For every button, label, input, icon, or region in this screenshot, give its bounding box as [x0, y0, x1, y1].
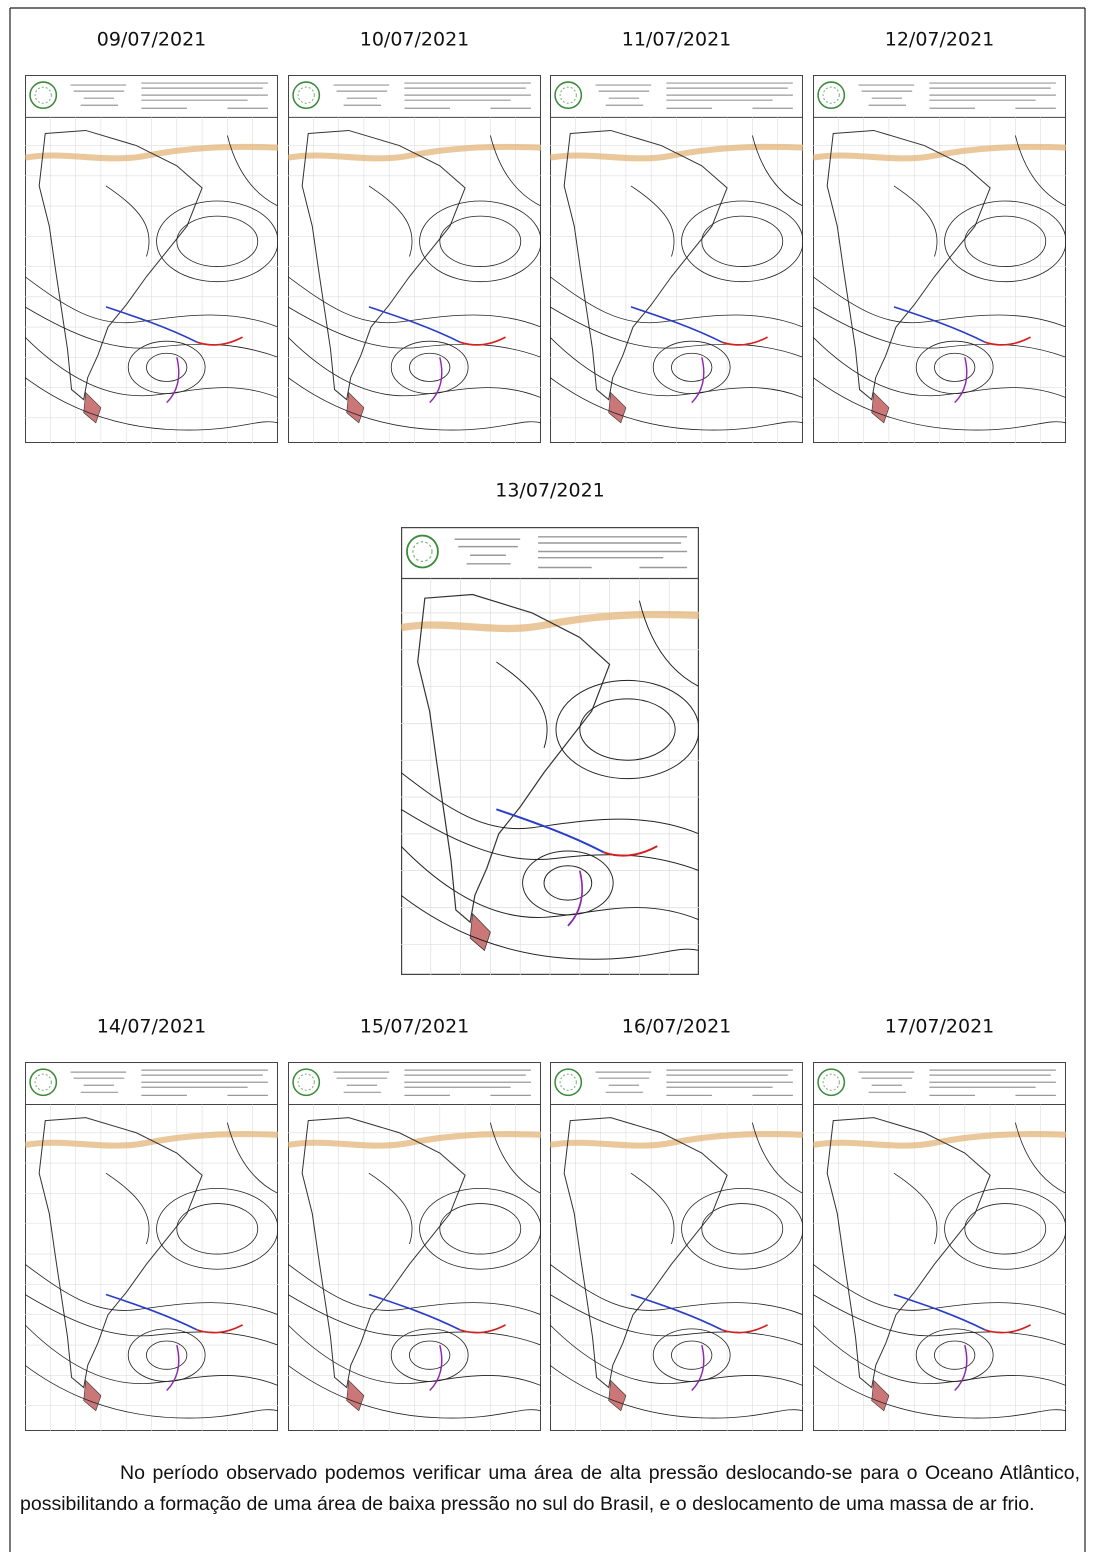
- pressure-chart-image: [288, 76, 541, 443]
- pressure-chart-image: [813, 1063, 1066, 1431]
- chart-date: 09/07/2021: [97, 29, 207, 51]
- pressure-chart-image: [401, 528, 699, 975]
- pressure-chart-image: [813, 76, 1066, 443]
- chart-date: 11/07/2021: [622, 29, 732, 51]
- chart-date: 17/07/2021: [885, 1016, 995, 1038]
- pressure-chart-image: [550, 1063, 803, 1431]
- chart-date: 16/07/2021: [622, 1016, 732, 1038]
- pressure-chart-image: [288, 1063, 541, 1431]
- pressure-chart-image: [25, 76, 278, 443]
- pressure-chart-image: [25, 1063, 278, 1431]
- page: {"dates": ["09/07/2021", "10/07/2021", "…: [0, 0, 1095, 1552]
- panels: 09/07/2021 10/07/2021 11/07/2021 12/07/2021…: [25, 29, 1066, 1432]
- chart-date: 14/07/2021: [97, 1016, 207, 1038]
- pressure-chart-image: [550, 76, 803, 443]
- chart-date: 13/07/2021: [495, 480, 605, 502]
- body-paragraph: No período observado podemos verificar u…: [20, 1458, 1080, 1520]
- page-canvas: 09/07/2021 10/07/2021 11/07/2021 12/07/2021…: [0, 0, 1095, 1552]
- chart-date: 12/07/2021: [885, 29, 995, 51]
- chart-date: 15/07/2021: [360, 1016, 470, 1038]
- chart-date: 10/07/2021: [360, 29, 470, 51]
